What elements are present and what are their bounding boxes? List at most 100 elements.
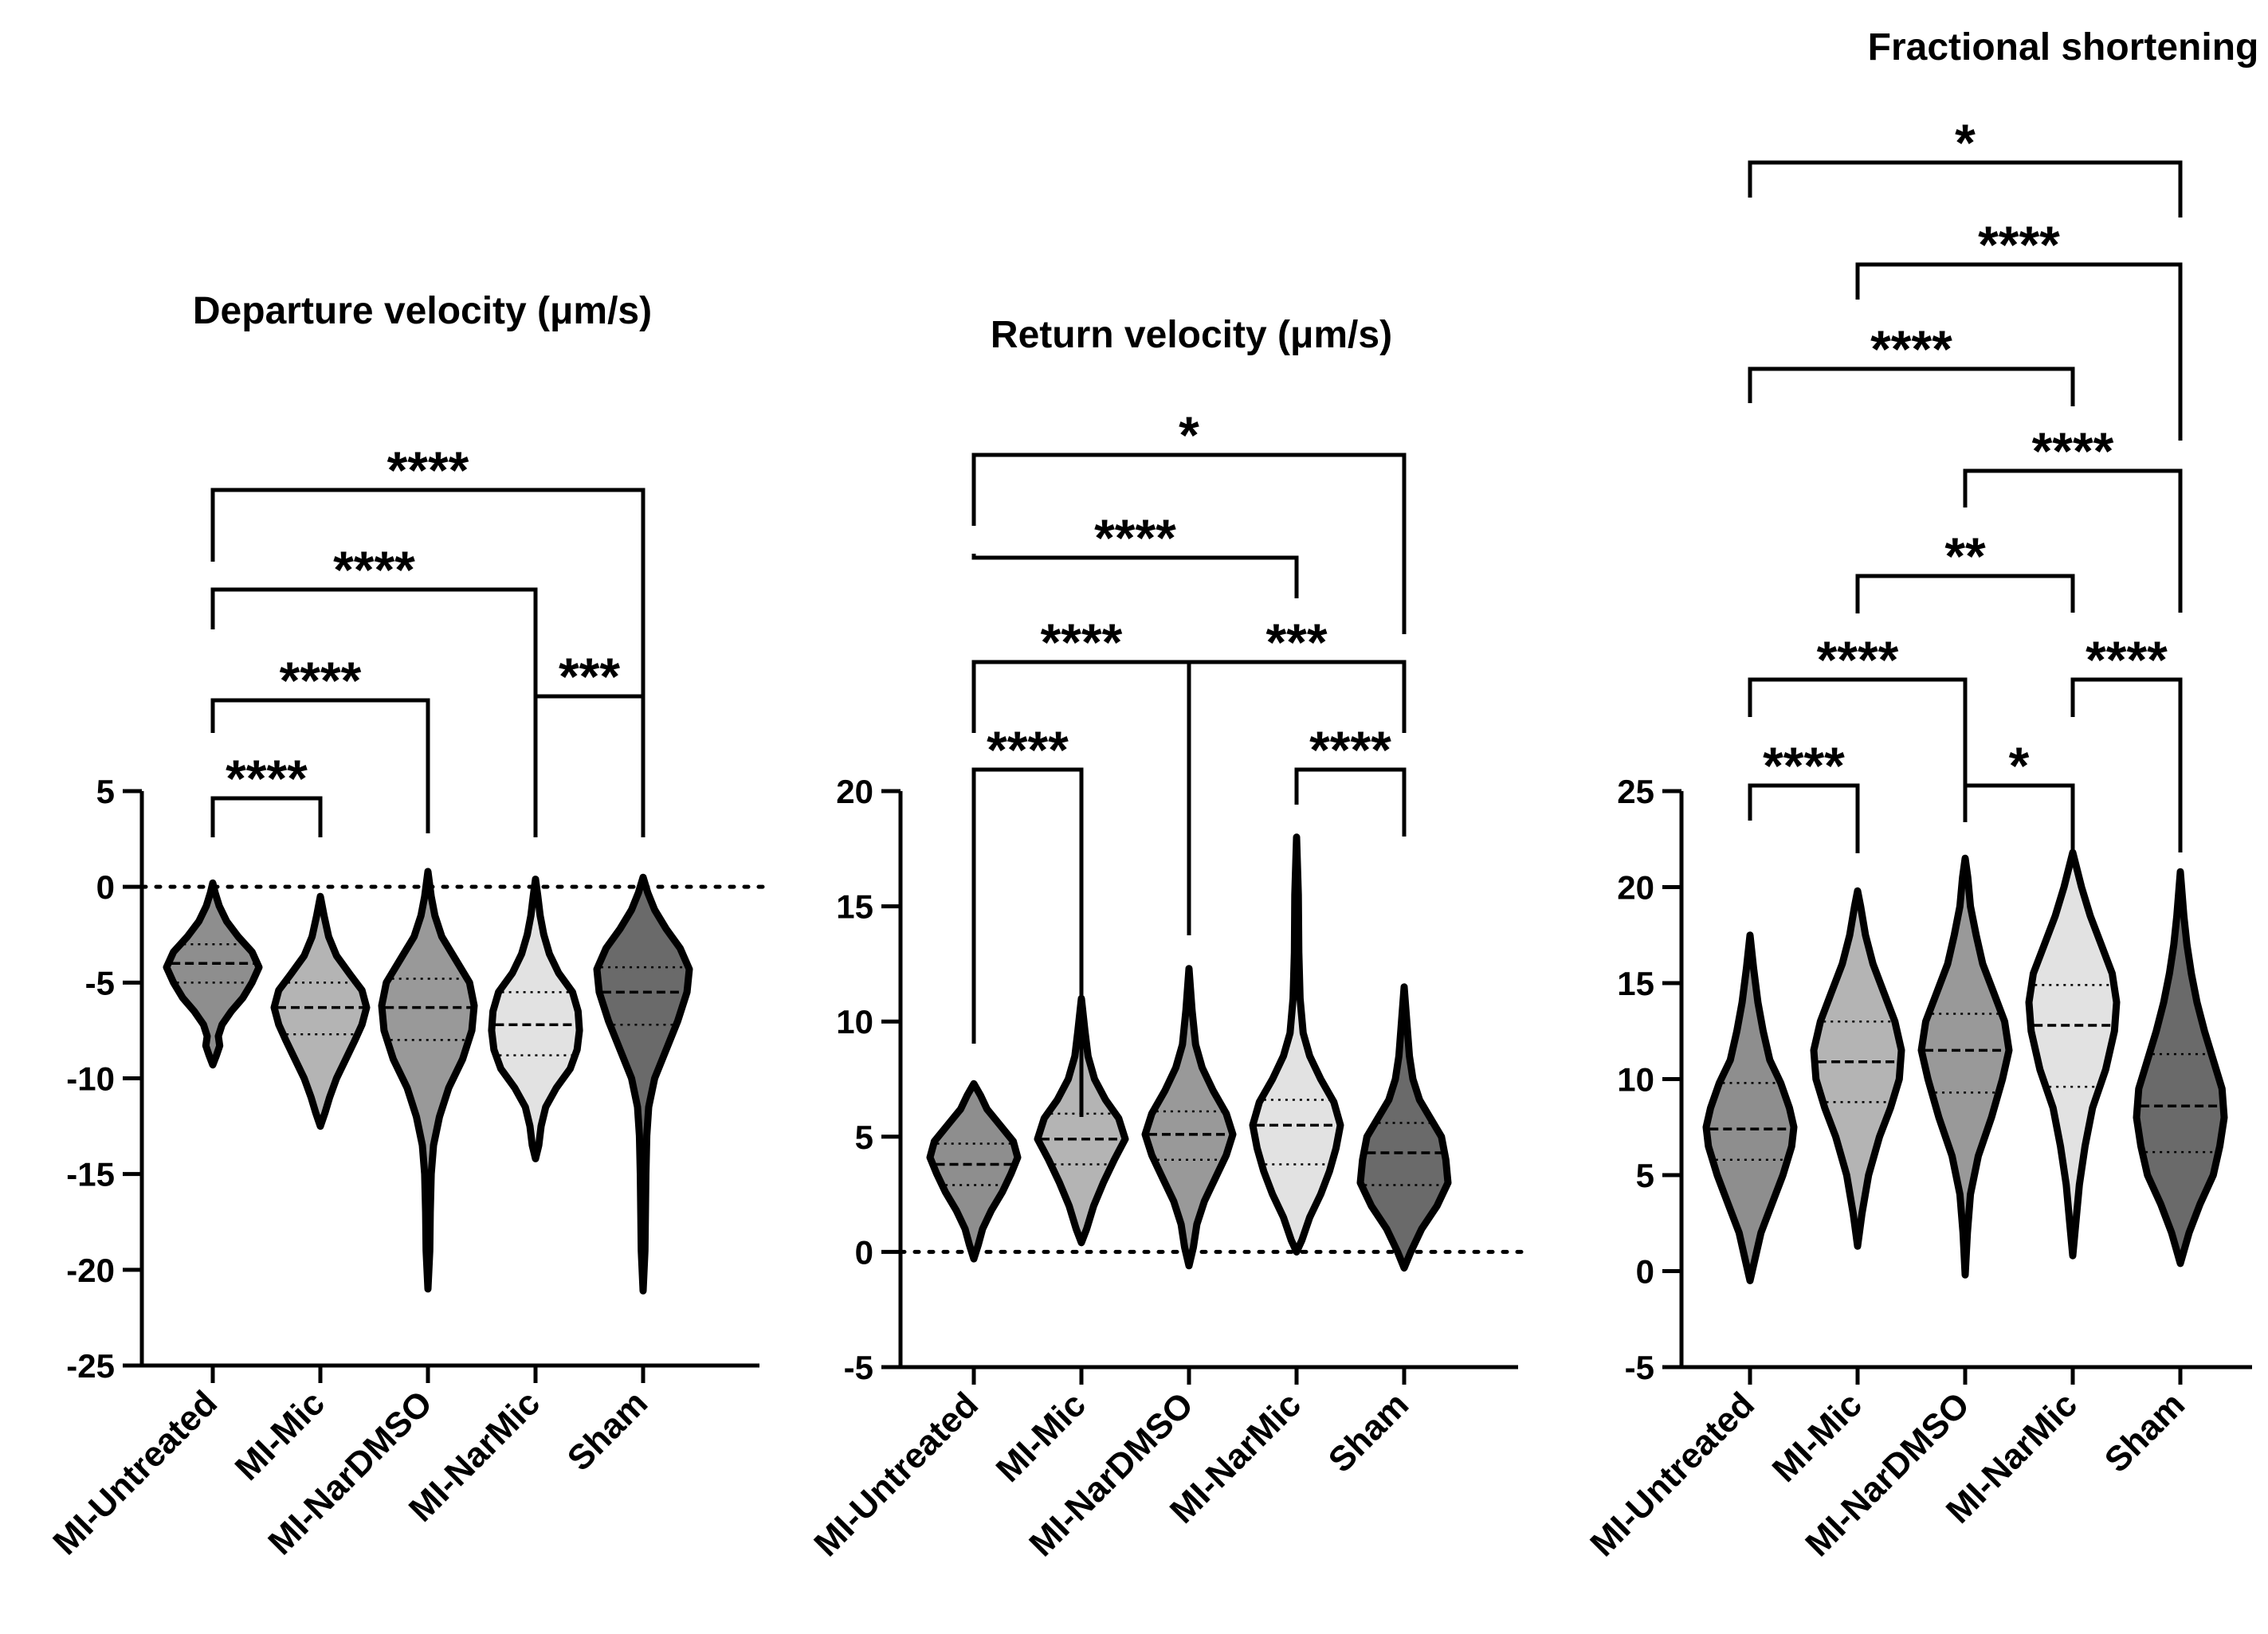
y-tick-label: 25 xyxy=(1617,773,1654,810)
violin-mi-mic xyxy=(1810,887,1905,1250)
x-tick-label: MI-Untreated xyxy=(45,1383,225,1562)
bracket-line xyxy=(1855,262,2183,441)
significance-bracket: **** xyxy=(1963,421,2183,613)
x-tick-label: Sham xyxy=(560,1383,655,1478)
violin-body xyxy=(1249,833,1344,1256)
y-tick-label: 20 xyxy=(1617,869,1654,907)
significance-bracket: **** xyxy=(1748,319,2075,406)
bracket-line xyxy=(210,488,645,725)
violin-body xyxy=(593,873,693,1295)
x-tick-label: MI-Untreated xyxy=(1583,1385,1762,1564)
x-tick-label: MI-Mic xyxy=(989,1385,1093,1489)
violin-body xyxy=(163,879,263,1069)
significance-label: **** xyxy=(226,749,308,808)
significance-bracket: * xyxy=(1748,113,2183,217)
significance-label: **** xyxy=(2032,421,2114,480)
y-tick-label: 0 xyxy=(855,1233,873,1271)
violin-body xyxy=(2025,848,2121,1260)
violin-body xyxy=(1810,887,1905,1250)
significance-bracket: * xyxy=(971,406,1407,634)
y-tick-label: 15 xyxy=(1617,965,1654,1002)
y-tick-label: 5 xyxy=(1636,1157,1654,1194)
significance-bracket: **** xyxy=(1748,630,1968,822)
bracket-line xyxy=(1294,767,1407,837)
significance-label: **** xyxy=(1309,720,1391,779)
significance-label: **** xyxy=(1041,613,1123,672)
violin-mi-untreated xyxy=(163,879,263,1069)
y-tick-label: -5 xyxy=(85,964,115,1001)
significance-bracket: **** xyxy=(2070,630,2183,852)
violin-mi-mic xyxy=(270,892,371,1130)
chart-title: Return velocity (μm/s) xyxy=(991,314,1392,356)
violin-mi-untreated xyxy=(926,1080,1022,1263)
violin-body xyxy=(926,1080,1022,1263)
x-tick-label: MI-Mic xyxy=(1765,1385,1870,1489)
significance-bracket: * xyxy=(1963,736,2075,852)
violin-mi-nardmso xyxy=(378,868,478,1293)
violin-sham xyxy=(2133,868,2228,1268)
y-tick-label: 10 xyxy=(836,1003,873,1040)
bracket-line xyxy=(1855,574,2075,613)
bracket-line xyxy=(1748,783,1860,853)
y-tick-label: 5 xyxy=(96,773,115,810)
violin-body xyxy=(488,876,583,1162)
significance-label: **** xyxy=(1763,736,1845,795)
bracket-line xyxy=(971,453,1407,634)
bracket-line xyxy=(1748,160,2183,217)
chart-title: Fractional shortening (%) xyxy=(1868,26,2268,69)
significance-label: *** xyxy=(559,647,620,706)
x-tick-label: Sham xyxy=(1321,1385,1416,1479)
significance-label: ** xyxy=(1944,527,1986,586)
chart-panel-3: Fractional shortening (%)2520151050-5MI-… xyxy=(1583,26,2268,1564)
significance-bracket: ** xyxy=(1855,527,2075,613)
significance-label: **** xyxy=(1817,630,1899,689)
significance-label: **** xyxy=(280,651,362,710)
violin-sham xyxy=(1356,983,1452,1272)
y-tick-label: -15 xyxy=(66,1156,115,1193)
significance-label: **** xyxy=(1094,508,1176,567)
bracket-line xyxy=(971,767,1084,1117)
bracket-line xyxy=(971,554,1299,598)
significance-label: **** xyxy=(387,441,469,500)
bracket-line xyxy=(210,587,538,725)
y-tick-label: 15 xyxy=(836,888,873,926)
x-tick-label: MI-Mic xyxy=(228,1383,332,1487)
violin-mi-narmic xyxy=(1249,833,1344,1256)
y-tick-label: -20 xyxy=(66,1252,115,1289)
bracket-line xyxy=(1963,468,2183,613)
violin-body xyxy=(1356,983,1452,1272)
significance-label: * xyxy=(1179,406,1199,464)
y-tick-label: -5 xyxy=(844,1349,873,1386)
violin-mi-nardmso xyxy=(1917,854,2013,1279)
bracket-line xyxy=(210,796,323,837)
y-tick-label: 5 xyxy=(855,1119,873,1156)
y-tick-label: -5 xyxy=(1625,1349,1654,1386)
violin-body xyxy=(270,892,371,1130)
violin-sham xyxy=(593,873,693,1295)
significance-bracket: **** xyxy=(971,720,1084,1117)
violin-body xyxy=(378,868,478,1293)
significance-label: **** xyxy=(2086,630,2168,689)
bracket-line xyxy=(1187,660,1407,935)
y-tick-label: 10 xyxy=(1617,1061,1654,1099)
violin-mi-untreated xyxy=(1702,931,1798,1284)
significance-label: **** xyxy=(333,540,415,599)
y-tick-label: -25 xyxy=(66,1347,115,1385)
y-tick-label: 0 xyxy=(1636,1253,1654,1291)
significance-label: **** xyxy=(1870,319,1952,378)
significance-bracket: **** xyxy=(210,540,538,725)
chart-panel-1: Departure velocity (μm/s) 5 0 -5 -10 -15 -20 -2… xyxy=(45,290,770,1562)
significance-bracket: **** xyxy=(1855,215,2183,441)
y-tick-label: 20 xyxy=(836,773,873,810)
significance-bracket: **** xyxy=(210,749,323,837)
chart-panel-2: Return velocity (μm/s) 20 15 10 5 0 -5MI-Untre… xyxy=(806,314,1528,1564)
significance-label: **** xyxy=(1978,215,2060,274)
violin-mi-nardmso xyxy=(1141,965,1237,1270)
bracket-line xyxy=(1963,783,2075,852)
violin-mi-narmic xyxy=(488,876,583,1162)
violin-mi-narmic xyxy=(2025,848,2121,1260)
significance-label: **** xyxy=(987,720,1069,779)
violin-body xyxy=(1702,931,1798,1284)
violin-body xyxy=(2133,868,2228,1268)
